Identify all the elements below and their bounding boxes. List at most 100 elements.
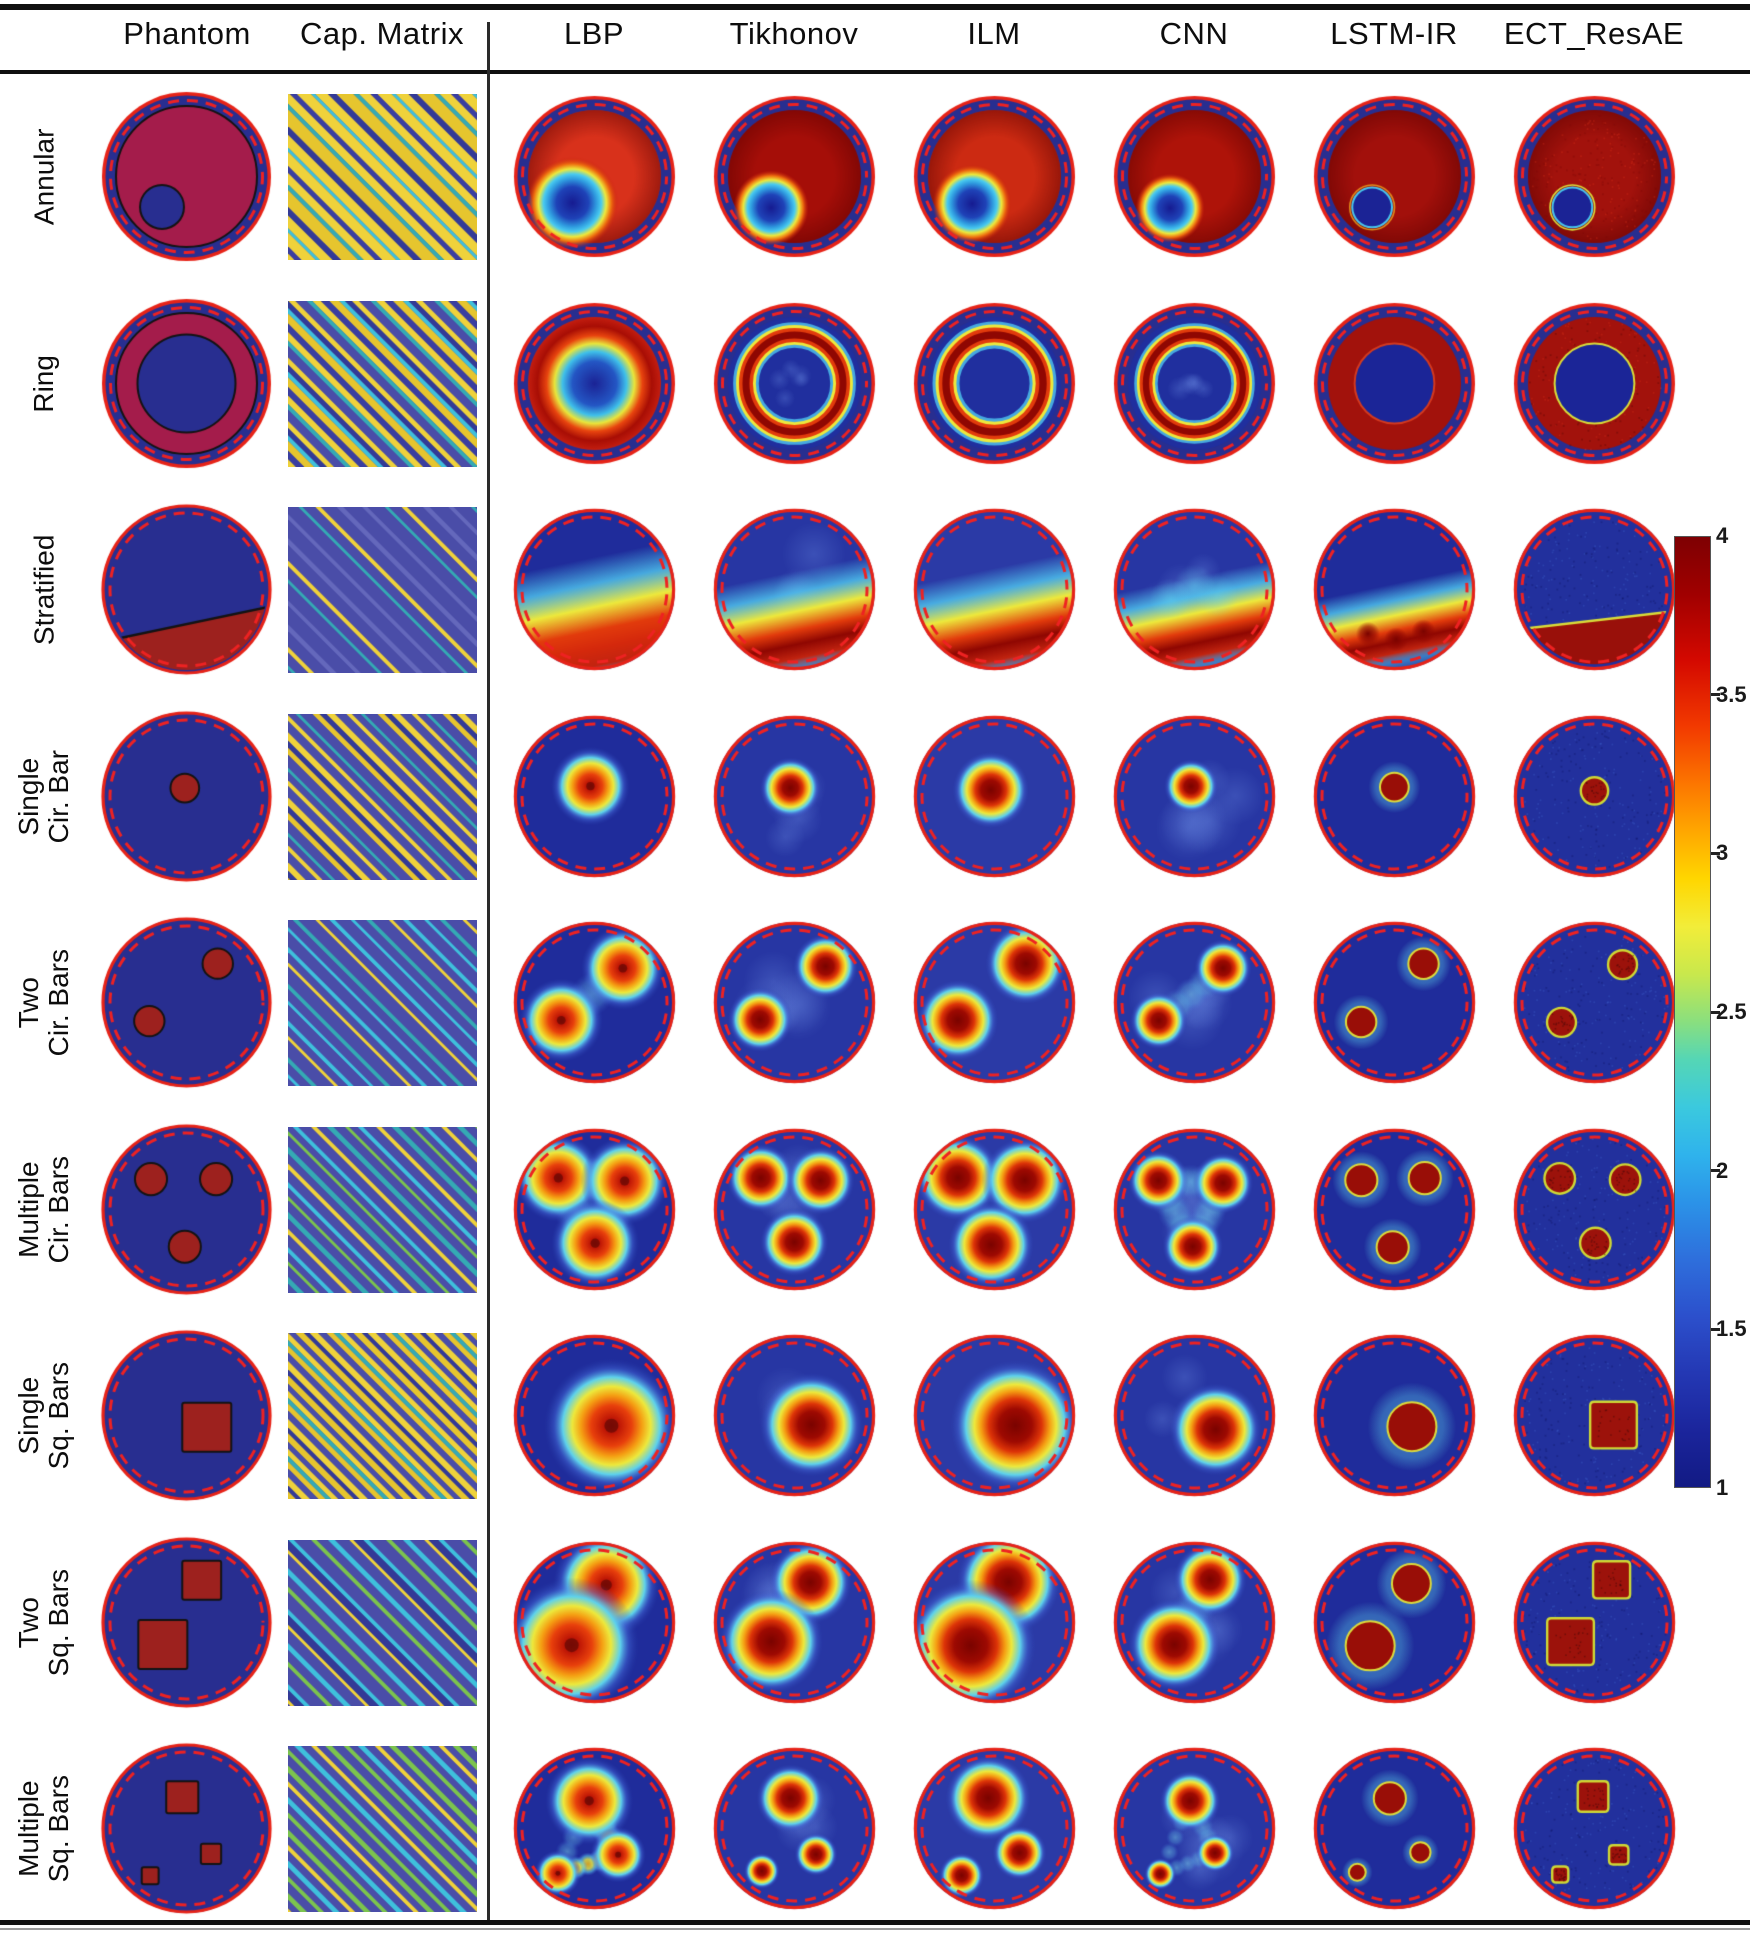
recon-image-annular-tikhonov — [712, 90, 877, 263]
column-header-cnn: CNN — [1159, 16, 1229, 51]
recon-image-ring-cnn — [1112, 297, 1277, 470]
row-label-text: Two Cir. Bars — [13, 948, 75, 1057]
phantom-image-single-cir-bar — [93, 710, 280, 883]
column-header-lstm-ir: LSTM-IR — [1330, 16, 1458, 51]
recon-image-annular-lbp — [512, 90, 677, 263]
recon-image-two-sq-bars-lbp — [512, 1536, 677, 1709]
phantom-image-ring — [93, 297, 280, 470]
row-label-two-cir-bars: Two Cir. Bars — [0, 916, 88, 1089]
recon-image-two-cir-bars-ilm — [912, 916, 1077, 1089]
row-label-line2: Sq. Bars — [43, 1361, 75, 1470]
row-label-annular: Annular — [0, 90, 88, 263]
colorbar-tick-mark — [1711, 1327, 1720, 1331]
recon-image-two-cir-bars-lbp — [512, 916, 677, 1089]
column-header-ilm: ILM — [967, 16, 1021, 51]
column-header-cap-matrix: Cap. Matrix — [300, 16, 464, 51]
bottom-rule-thin — [0, 1928, 1750, 1930]
column-header-ect-resae: ECT_ResAE — [1503, 16, 1685, 51]
recon-image-stratified-ect-resae — [1512, 503, 1677, 676]
phantom-image-single-sq-bars — [93, 1329, 280, 1502]
recon-image-single-sq-bars-cnn — [1112, 1329, 1277, 1502]
recon-image-multiple-sq-bars-ect-resae — [1512, 1742, 1677, 1915]
recon-image-two-cir-bars-cnn — [1112, 916, 1277, 1089]
row-label-line2: Cir. Bars — [43, 948, 75, 1057]
cap-matrix-image-single-sq-bars — [288, 1333, 477, 1499]
row-label-text: Single Cir. Bar — [13, 750, 74, 843]
recon-image-ring-lbp — [512, 297, 677, 470]
colorbar-tick-mark — [1711, 1010, 1720, 1014]
colorbar-tick-mark — [1711, 851, 1720, 855]
row-label-text: Annular — [28, 128, 59, 225]
column-separator-line — [487, 22, 490, 1920]
recon-image-single-cir-bar-ilm — [912, 710, 1077, 883]
recon-image-single-cir-bar-lbp — [512, 710, 677, 883]
phantom-image-two-sq-bars — [93, 1536, 280, 1709]
recon-image-single-sq-bars-lstm-ir — [1312, 1329, 1477, 1502]
recon-image-two-sq-bars-ect-resae — [1512, 1536, 1677, 1709]
row-label-two-sq-bars: Two Sq. Bars — [0, 1536, 88, 1709]
colorbar-tick-label: 3.5 — [1716, 681, 1747, 707]
recon-image-annular-cnn — [1112, 90, 1277, 263]
recon-image-single-sq-bars-lbp — [512, 1329, 677, 1502]
row-label-text: Two Sq. Bars — [13, 1568, 75, 1677]
row-label-line2: Sq. Bars — [43, 1774, 75, 1883]
row-label-line2: Cir. Bars — [43, 1155, 75, 1264]
recon-image-stratified-lstm-ir — [1312, 503, 1477, 676]
row-label-text: Ring — [28, 354, 60, 413]
recon-image-ring-lstm-ir — [1312, 297, 1477, 470]
colorbar-tick-label: 4 — [1716, 523, 1729, 548]
phantom-image-multiple-cir-bars — [93, 1123, 280, 1296]
phantom-image-stratified — [93, 503, 280, 676]
colorbar-tick-label: 3 — [1716, 840, 1729, 866]
recon-image-multiple-sq-bars-lstm-ir — [1312, 1742, 1477, 1915]
recon-image-multiple-cir-bars-lstm-ir — [1312, 1123, 1477, 1296]
row-label-single-cir-bar: Single Cir. Bar — [0, 710, 88, 883]
recon-image-ring-tikhonov — [712, 297, 877, 470]
recon-image-single-sq-bars-tikhonov — [712, 1329, 877, 1502]
header-rule — [0, 70, 1750, 74]
row-label-multiple-sq-bars: Multiple Sq. Bars — [0, 1742, 88, 1915]
recon-image-stratified-ilm — [912, 503, 1077, 676]
recon-image-two-sq-bars-cnn — [1112, 1536, 1277, 1709]
recon-image-multiple-cir-bars-cnn — [1112, 1123, 1277, 1296]
recon-image-multiple-sq-bars-cnn — [1112, 1742, 1277, 1915]
recon-image-multiple-cir-bars-ilm — [912, 1123, 1077, 1296]
cap-matrix-image-stratified — [288, 507, 477, 673]
recon-image-stratified-tikhonov — [712, 503, 877, 676]
recon-image-multiple-sq-bars-tikhonov — [712, 1742, 877, 1915]
colorbar-tick-label: 1.5 — [1716, 1316, 1747, 1342]
row-label-text: Multiple Sq. Bars — [13, 1774, 75, 1883]
recon-image-stratified-cnn — [1112, 503, 1277, 676]
recon-image-multiple-cir-bars-ect-resae — [1512, 1123, 1677, 1296]
row-label-line1: Two — [13, 976, 45, 1029]
recon-image-two-sq-bars-tikhonov — [712, 1536, 877, 1709]
cap-matrix-image-multiple-sq-bars — [288, 1746, 477, 1912]
phantom-image-multiple-sq-bars — [93, 1742, 280, 1915]
recon-image-single-cir-bar-lstm-ir — [1312, 710, 1477, 883]
recon-image-annular-ilm — [912, 90, 1077, 263]
colorbar-tick-label: 1 — [1716, 1475, 1729, 1500]
colorbar-tick-mark — [1711, 1169, 1720, 1173]
row-label-line1: Single — [13, 1376, 45, 1455]
row-label-text: Single Sq. Bars — [13, 1361, 75, 1470]
column-header-lbp: LBP — [563, 16, 625, 51]
column-header-phantom: Phantom — [123, 16, 251, 51]
cap-matrix-image-annular — [288, 94, 477, 260]
row-label-text: Multiple Cir. Bars — [13, 1155, 75, 1264]
recon-image-multiple-sq-bars-lbp — [512, 1742, 677, 1915]
row-label-text: Stratified — [28, 534, 59, 645]
cap-matrix-image-multiple-cir-bars — [288, 1127, 477, 1293]
phantom-image-annular — [93, 90, 280, 263]
cap-matrix-image-ring — [288, 301, 477, 467]
recon-image-single-sq-bars-ect-resae — [1512, 1329, 1677, 1502]
row-label-line1: Ring — [28, 354, 60, 413]
recon-image-single-sq-bars-ilm — [912, 1329, 1077, 1502]
phantom-image-two-cir-bars — [93, 916, 280, 1089]
row-label-ring: Ring — [0, 297, 88, 470]
row-label-single-sq-bars: Single Sq. Bars — [0, 1329, 88, 1502]
recon-image-annular-lstm-ir — [1312, 90, 1477, 263]
row-label-line1: Two — [13, 1596, 45, 1649]
recon-image-single-cir-bar-tikhonov — [712, 710, 877, 883]
row-label-line2: Sq. Bars — [43, 1568, 75, 1677]
